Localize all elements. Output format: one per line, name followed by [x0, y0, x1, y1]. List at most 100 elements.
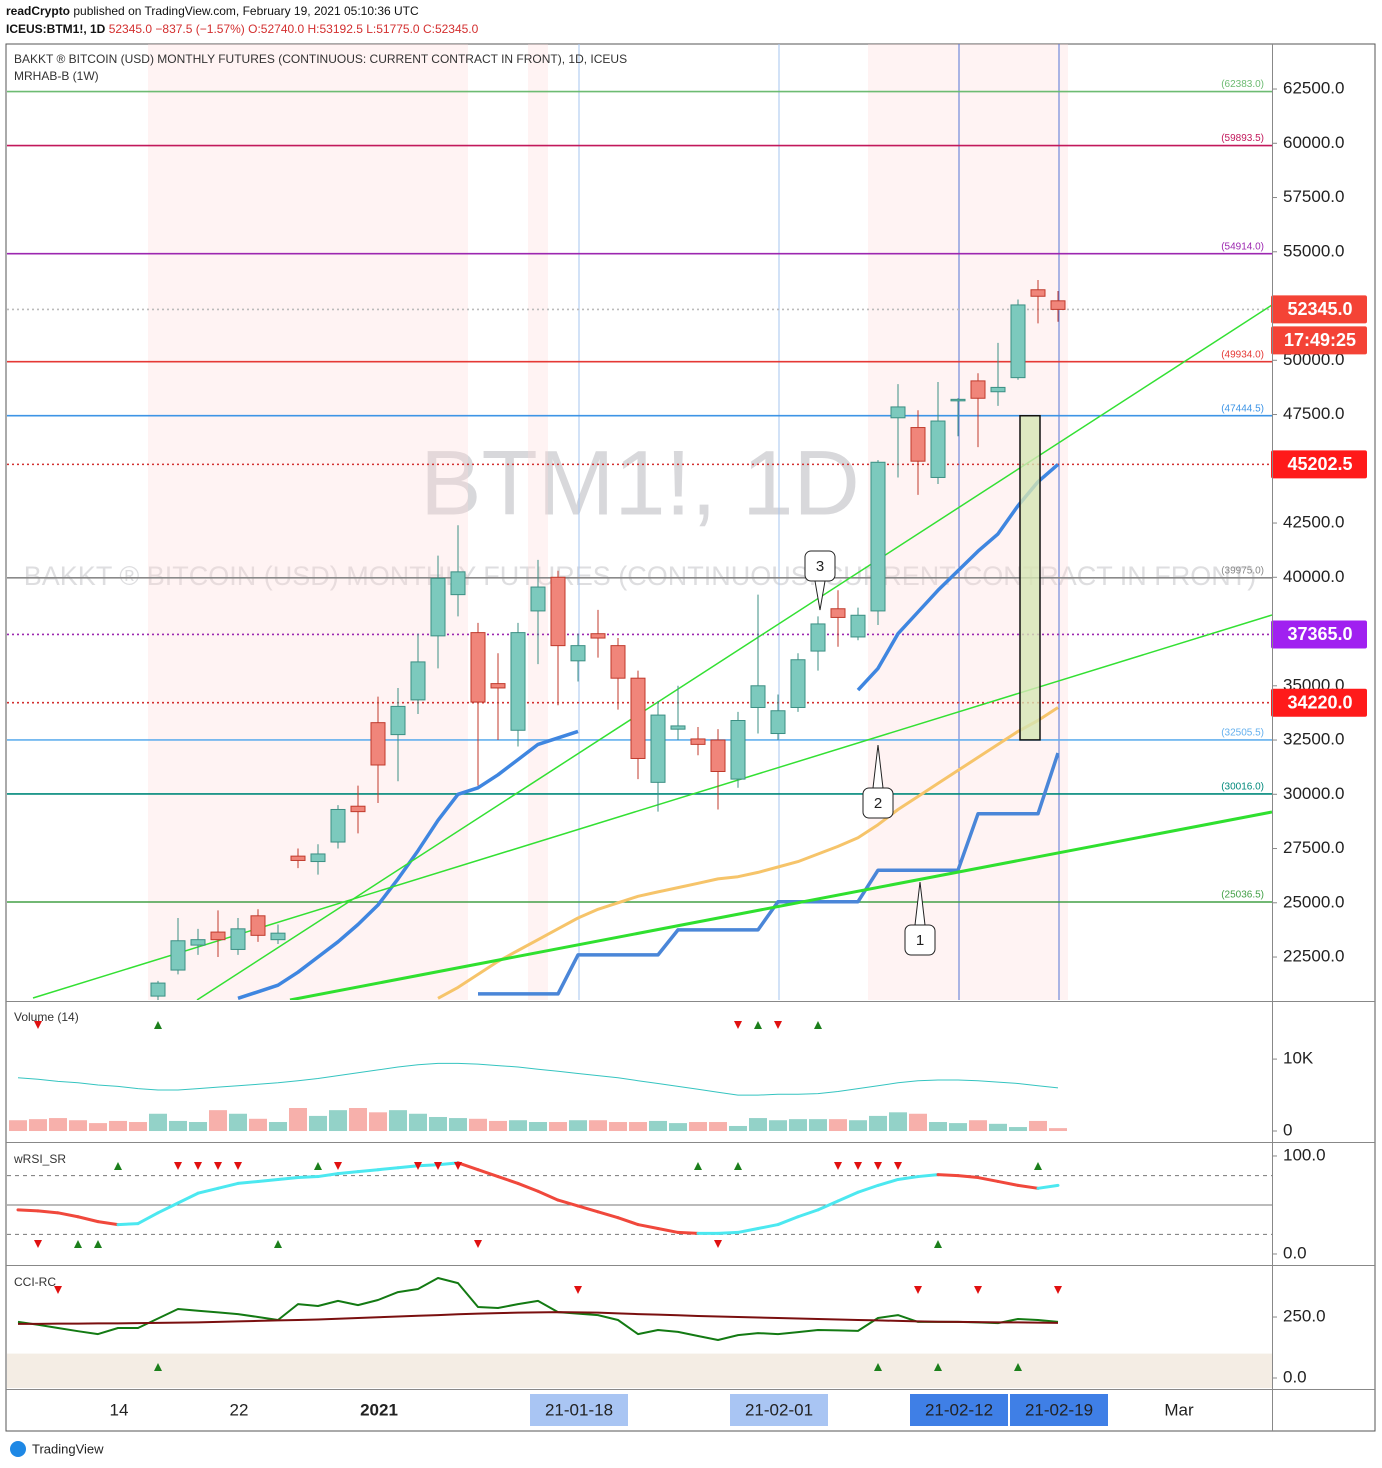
wrsi-segment [656, 1227, 680, 1234]
signal-arrow [834, 1162, 842, 1170]
signal-arrow [974, 1286, 982, 1294]
candle-body [230, 928, 246, 950]
wrsi-segment [456, 1161, 480, 1172]
candle-body [650, 714, 666, 783]
author: readCrypto [6, 4, 70, 18]
wrsi-segment [596, 1210, 620, 1220]
level-label: (54914.0) [1221, 241, 1264, 252]
signal-arrow [914, 1286, 922, 1294]
volume-bar [9, 1120, 27, 1132]
y-tick-label: 250.0 [1283, 1307, 1326, 1326]
y-tick-label: 25000.0 [1283, 892, 1344, 911]
volume-bar [749, 1118, 767, 1132]
indicator-line [478, 752, 1060, 996]
footer-logo: TradingView [10, 1441, 104, 1457]
volume-bar [1009, 1127, 1027, 1132]
signal-arrow [94, 1240, 102, 1248]
y-tick-label: 100.0 [1283, 1145, 1326, 1164]
callout-pointer [914, 881, 926, 926]
symbol: ICEUS:BTM1!, 1D [6, 22, 106, 36]
volume-bar [289, 1107, 307, 1132]
candle-body [710, 739, 726, 772]
y-tick-label: 30000.0 [1283, 784, 1344, 803]
wrsi-segment [896, 1175, 920, 1181]
y-tick-label: 0.0 [1283, 1243, 1307, 1262]
wrsi-segment [356, 1168, 380, 1174]
wrsi-segment [176, 1191, 200, 1205]
volume-bar [429, 1116, 447, 1132]
wrsi-segment [936, 1173, 960, 1178]
wrsi-segment [96, 1220, 120, 1227]
frame [5, 43, 1376, 1432]
wrsi-pane [7, 1161, 1272, 1248]
callout-pointer [872, 744, 884, 789]
volume-bar [509, 1120, 527, 1132]
candle-body [170, 940, 186, 971]
date-label-bg [730, 1394, 828, 1426]
volume-bar [849, 1120, 867, 1132]
signal-arrow [454, 1162, 462, 1170]
volume-bar [209, 1110, 227, 1132]
candle-body [990, 386, 1006, 393]
candle-body [690, 738, 706, 745]
signal-arrow [934, 1363, 942, 1371]
volume-bar [1029, 1120, 1047, 1132]
wrsi-segment [916, 1173, 940, 1179]
candle-body [150, 982, 166, 997]
signal-arrow [314, 1162, 322, 1170]
pane-title: wRSI_SR [13, 1152, 66, 1166]
wrsi-segment [1016, 1183, 1040, 1190]
volume-bar [469, 1118, 487, 1132]
indicator-name: MRHAB-B (1W) [14, 69, 99, 83]
signal-arrow [814, 1021, 822, 1029]
volume-bar [69, 1120, 87, 1132]
signal-arrow [274, 1240, 282, 1248]
signal-arrow [74, 1240, 82, 1248]
signal-arrow [1054, 1286, 1062, 1294]
volume-bar [349, 1107, 367, 1132]
indicator-line [437, 706, 1059, 1000]
callout-label: 2 [874, 795, 882, 812]
candle-body [610, 645, 626, 679]
candle-body [210, 931, 226, 941]
signal-arrow [934, 1240, 942, 1248]
wrsi-segment [996, 1179, 1020, 1187]
signal-arrow [694, 1162, 702, 1170]
wrsi-segment [556, 1198, 580, 1208]
signal-arrow [34, 1021, 42, 1029]
signal-arrow [54, 1286, 62, 1294]
wrsi-segment [196, 1186, 220, 1195]
signal-arrow [874, 1162, 882, 1170]
x-tick-label: 21-02-12 [925, 1400, 993, 1419]
callout-box [904, 924, 936, 956]
y-tick-label: 0.0 [1283, 1367, 1307, 1386]
candle-body [190, 939, 206, 946]
watermark: BTM1!, 1D [420, 432, 860, 534]
candle-body [790, 659, 806, 708]
volume-bar [989, 1123, 1007, 1132]
date-label-bg [910, 1394, 1008, 1426]
volume-bar [109, 1120, 127, 1132]
volume-bar [129, 1122, 147, 1132]
candle-body [370, 722, 386, 766]
wrsi-segment [376, 1166, 400, 1172]
volume-bar [389, 1110, 407, 1132]
candle-body [290, 855, 306, 861]
volume-bar [249, 1118, 267, 1132]
signal-arrow [414, 1162, 422, 1170]
candle-body [850, 614, 866, 638]
wrsi-segment [296, 1175, 320, 1180]
level-label: (49934.0) [1221, 349, 1264, 360]
x-tick-label: 22 [230, 1400, 249, 1419]
candle-body [670, 725, 686, 730]
trendline [289, 810, 1272, 1000]
candle-body [570, 645, 586, 662]
logo-icon [10, 1441, 26, 1457]
price-badge [1271, 450, 1367, 479]
wrsi-segment [36, 1209, 60, 1215]
y-tick-label: 0 [1283, 1120, 1292, 1139]
volume-bar [449, 1118, 467, 1132]
price-badge-label: 52345.0 [1287, 299, 1352, 319]
price-badge [1271, 295, 1367, 324]
x-tick-label: Mar [1164, 1400, 1194, 1419]
